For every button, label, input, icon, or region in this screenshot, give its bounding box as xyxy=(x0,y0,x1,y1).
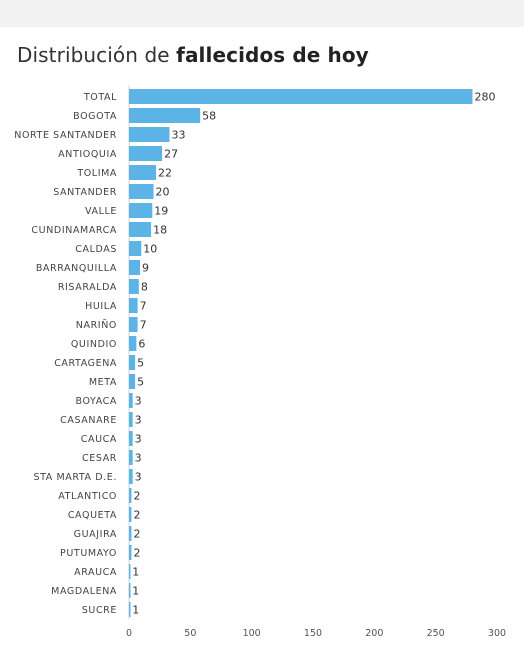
x-tick-label: 250 xyxy=(427,628,445,639)
bar[interactable] xyxy=(129,450,133,465)
chart-title-bold: fallecidos de hoy xyxy=(176,43,369,67)
value-label: 58 xyxy=(202,110,216,123)
category-label: ATLANTICO xyxy=(58,491,117,502)
bar[interactable] xyxy=(129,89,473,104)
value-label: 7 xyxy=(140,319,147,332)
category-label: NORTE SANTANDER xyxy=(14,130,117,141)
bar[interactable] xyxy=(129,108,201,123)
chart-title: Distribución de fallecidos de hoy xyxy=(17,43,369,67)
category-label: STA MARTA D.E. xyxy=(33,472,117,483)
bar[interactable] xyxy=(129,336,137,351)
value-label: 3 xyxy=(135,433,142,446)
bar[interactable] xyxy=(129,203,153,218)
category-label: BOGOTA xyxy=(73,111,117,122)
bar[interactable] xyxy=(129,583,131,598)
value-label: 1 xyxy=(132,585,139,598)
category-label: CAQUETA xyxy=(68,510,117,521)
chart-title-prefix: Distribución de xyxy=(17,43,177,67)
bar[interactable] xyxy=(129,488,132,503)
x-tick-label: 200 xyxy=(365,628,383,639)
bar[interactable] xyxy=(129,279,139,294)
category-label: CARTAGENA xyxy=(54,358,117,369)
value-label: 2 xyxy=(133,509,140,522)
value-label: 1 xyxy=(132,604,139,617)
bar[interactable] xyxy=(129,564,131,579)
value-label: 3 xyxy=(135,452,142,465)
bar[interactable] xyxy=(129,260,141,275)
category-label: QUINDIO xyxy=(71,339,117,350)
category-label: BOYACA xyxy=(76,396,117,407)
value-label: 33 xyxy=(171,129,185,142)
value-label: 8 xyxy=(141,281,148,294)
bar[interactable] xyxy=(129,469,133,484)
value-label: 3 xyxy=(135,471,142,484)
chart-card xyxy=(0,27,524,663)
x-tick-label: 150 xyxy=(304,628,322,639)
bar[interactable] xyxy=(129,184,154,199)
category-label: SUCRE xyxy=(82,605,117,616)
category-label: CALDAS xyxy=(75,244,117,255)
value-label: 9 xyxy=(142,262,149,275)
value-label: 2 xyxy=(133,528,140,541)
value-label: 6 xyxy=(138,338,145,351)
value-label: 2 xyxy=(133,547,140,560)
category-label: CAUCA xyxy=(81,434,117,445)
x-tick-label: 0 xyxy=(126,628,132,639)
value-label: 3 xyxy=(135,414,142,427)
category-label: TOLIMA xyxy=(76,168,117,179)
bar[interactable] xyxy=(129,431,133,446)
category-label: GUAJIRA xyxy=(74,529,117,540)
bar[interactable] xyxy=(129,602,131,617)
x-tick-label: 300 xyxy=(488,628,506,639)
value-label: 10 xyxy=(143,243,157,256)
bar[interactable] xyxy=(129,165,156,180)
category-label: TOTAL xyxy=(83,92,117,103)
category-label: META xyxy=(89,377,117,388)
value-label: 7 xyxy=(140,300,147,313)
value-label: 19 xyxy=(154,205,168,218)
value-label: 5 xyxy=(137,357,144,370)
bar[interactable] xyxy=(129,222,152,237)
bar[interactable] xyxy=(129,146,163,161)
category-label: ANTIOQUIA xyxy=(58,149,117,160)
category-label: SANTANDER xyxy=(53,187,117,198)
bar[interactable] xyxy=(129,393,133,408)
bar[interactable] xyxy=(129,507,132,522)
category-label: CESAR xyxy=(82,453,117,464)
value-label: 2 xyxy=(133,490,140,503)
bar[interactable] xyxy=(129,241,142,256)
value-label: 280 xyxy=(474,91,495,104)
category-label: CASANARE xyxy=(60,415,117,426)
category-label: PUTUMAYO xyxy=(60,548,117,559)
bar[interactable] xyxy=(129,355,136,370)
category-label: MAGDALENA xyxy=(51,586,117,597)
category-label: HUILA xyxy=(85,301,117,312)
bar[interactable] xyxy=(129,127,170,142)
category-label: NARIÑO xyxy=(76,320,117,331)
x-tick-label: 50 xyxy=(184,628,196,639)
value-label: 3 xyxy=(135,395,142,408)
value-label: 1 xyxy=(132,566,139,579)
category-label: RISARALDA xyxy=(58,282,117,293)
category-label: ARAUCA xyxy=(74,567,117,578)
category-label: VALLE xyxy=(85,206,117,217)
bar[interactable] xyxy=(129,545,132,560)
category-label: CUNDINAMARCA xyxy=(31,225,117,236)
value-label: 27 xyxy=(164,148,178,161)
x-tick-label: 100 xyxy=(243,628,261,639)
bar[interactable] xyxy=(129,374,136,389)
category-label: BARRANQUILLA xyxy=(36,263,117,274)
value-label: 20 xyxy=(156,186,170,199)
value-label: 18 xyxy=(153,224,167,237)
bar[interactable] xyxy=(129,298,138,313)
bar[interactable] xyxy=(129,412,133,427)
value-label: 5 xyxy=(137,376,144,389)
value-label: 22 xyxy=(158,167,172,180)
bar[interactable] xyxy=(129,317,138,332)
bar[interactable] xyxy=(129,526,132,541)
